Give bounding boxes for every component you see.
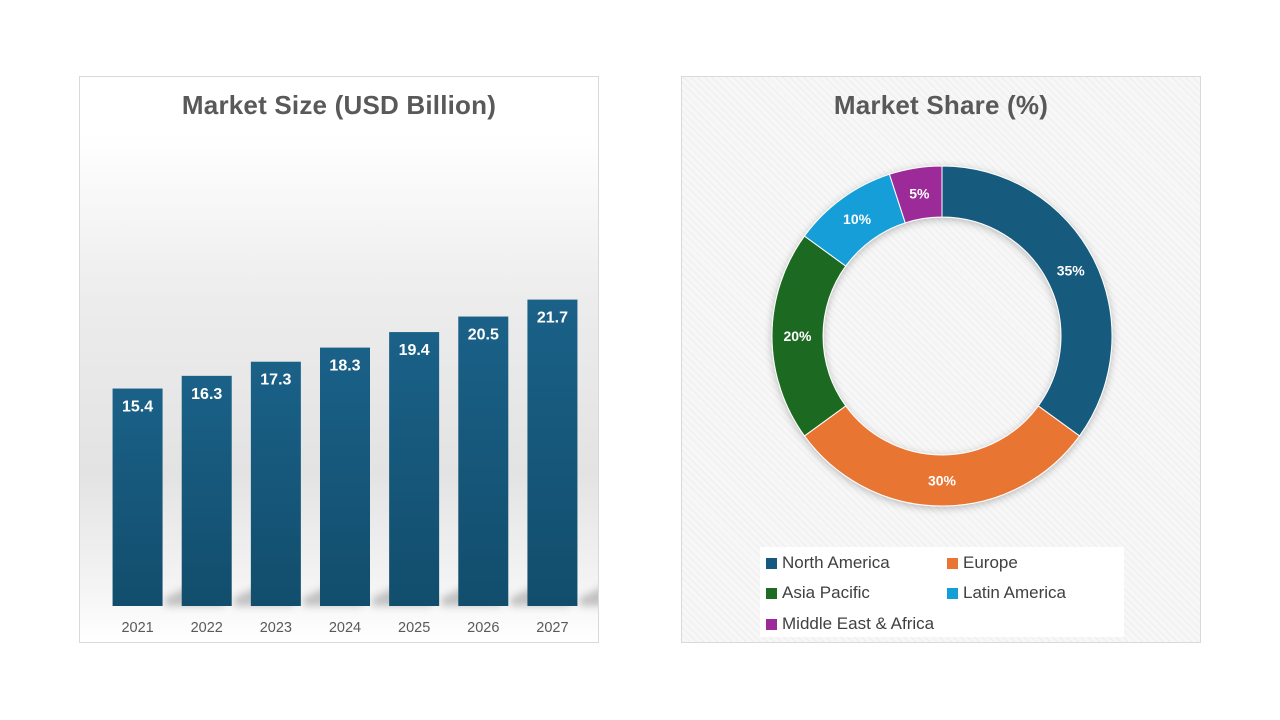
legend-item-europe: Europe: [947, 553, 1018, 573]
bar-2027: [527, 299, 578, 606]
legend-label: Europe: [963, 553, 1018, 572]
market-size-chart: Market Size (USD Billion) 15.4 2021 16.3 20…: [79, 76, 599, 643]
donut-slice-label: 35%: [1057, 262, 1086, 278]
donut-slice-label: 30%: [928, 473, 957, 489]
bar-2024: [320, 347, 370, 606]
bar-value-label: 18.3: [329, 358, 360, 375]
market-share-plot: 35% 30% 20% 10% 5%: [771, 165, 1113, 507]
market-share-legend: North America Europe Asia Pacific Latin …: [760, 547, 1124, 637]
legend-label: Latin America: [963, 583, 1066, 602]
legend-label: Middle East & Africa: [782, 614, 935, 633]
legend-swatch: [766, 618, 777, 630]
bar-value-label: 15.4: [122, 399, 153, 416]
x-tick-label: 2023: [260, 620, 292, 636]
market-size-plot: 15.4 2021 16.3 2022 17.3 2023 18.3 2024 19.4 2025…: [112, 299, 598, 636]
legend-swatch: [766, 587, 777, 599]
market-share-chart: Market Share (%) 35% 30% 20% 10% 5% North Am…: [681, 76, 1201, 643]
x-tick-label: 2027: [536, 620, 568, 636]
bar-2025: [389, 332, 440, 606]
market-share-title: Market Share (%): [833, 90, 1049, 120]
bar-value-label: 16.3: [191, 386, 222, 403]
legend-item-middle-east-africa: Middle East & Africa: [766, 614, 934, 634]
x-tick-label: 2024: [329, 620, 361, 636]
bar-shadow: [579, 589, 598, 606]
x-tick-label: 2021: [121, 620, 153, 636]
market-size-title: Market Size (USD Billion): [181, 90, 497, 120]
legend-swatch: [947, 557, 958, 569]
bar-value-label: 19.4: [399, 342, 430, 359]
x-tick-label: 2026: [467, 620, 499, 636]
bar-2026: [458, 316, 509, 606]
bar-value-label: 21.7: [537, 310, 568, 327]
legend-item-north-america: North America: [766, 553, 890, 573]
donut-slice-europe: [803, 405, 1081, 507]
legend-label: Asia Pacific: [782, 583, 870, 602]
bar-2022: [181, 375, 232, 606]
donut-ring: [771, 165, 1113, 507]
donut-slice-middle-east-africa: [888, 165, 943, 224]
donut-slice-label: 10%: [843, 211, 872, 227]
x-tick-label: 2022: [191, 620, 223, 636]
legend-item-latin-america: Latin America: [947, 583, 1066, 603]
x-tick-label: 2025: [398, 620, 430, 636]
donut-slice-label: 5%: [909, 185, 930, 201]
bar-value-label: 20.5: [468, 327, 499, 344]
donut-slice-label: 20%: [783, 328, 812, 344]
bar-2023: [250, 361, 301, 606]
legend-swatch: [947, 587, 958, 599]
legend-swatch: [766, 557, 777, 569]
donut-slice-north-america: [941, 165, 1113, 437]
legend-item-asia-pacific: Asia Pacific: [766, 583, 870, 603]
bar-value-label: 17.3: [260, 372, 291, 389]
legend-label: North America: [782, 553, 890, 572]
bar-2021: [112, 388, 163, 606]
